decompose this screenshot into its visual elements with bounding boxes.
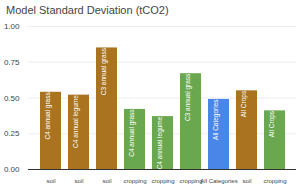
html-text:Model Standard Deviation (tCO2: Model Standard Deviation (tCO2)	[6, 4, 169, 16]
svg-text:soil: soil	[74, 178, 83, 184]
svg-text:All Crops: All Crops	[268, 110, 276, 137]
svg-text:0.00: 0.00	[4, 165, 20, 174]
svg-text:C4 annual legume: C4 annual legume	[72, 95, 80, 148]
svg-text:0.25: 0.25	[4, 129, 20, 138]
svg-text:0.50: 0.50	[4, 94, 20, 103]
svg-text:cropping: cropping	[123, 178, 146, 184]
svg-text:C4 annual legume: C4 annual legume	[156, 116, 164, 169]
svg-text:cropping: cropping	[179, 178, 202, 184]
svg-text:C4 annual grass: C4 annual grass	[128, 109, 136, 157]
svg-text:All Crops: All Crops	[240, 90, 248, 117]
svg-text:All Categories: All Categories	[212, 99, 220, 140]
svg-text:soil: soil	[102, 178, 111, 184]
svg-text:1.00: 1.00	[4, 22, 20, 31]
svg-text:soil: soil	[242, 178, 251, 184]
svg-text:C3 annual grass: C3 annual grass	[100, 47, 108, 95]
svg-text:soil: soil	[46, 178, 55, 184]
svg-text:C3 annual grass: C3 annual grass	[184, 73, 192, 121]
svg-text:cropping: cropping	[263, 178, 286, 184]
svg-text:C4 annual grass: C4 annual grass	[44, 92, 52, 140]
svg-text:All Categories: All Categories	[200, 178, 237, 184]
svg-text:0.75: 0.75	[4, 58, 20, 67]
svg-text:cropping: cropping	[151, 178, 174, 184]
